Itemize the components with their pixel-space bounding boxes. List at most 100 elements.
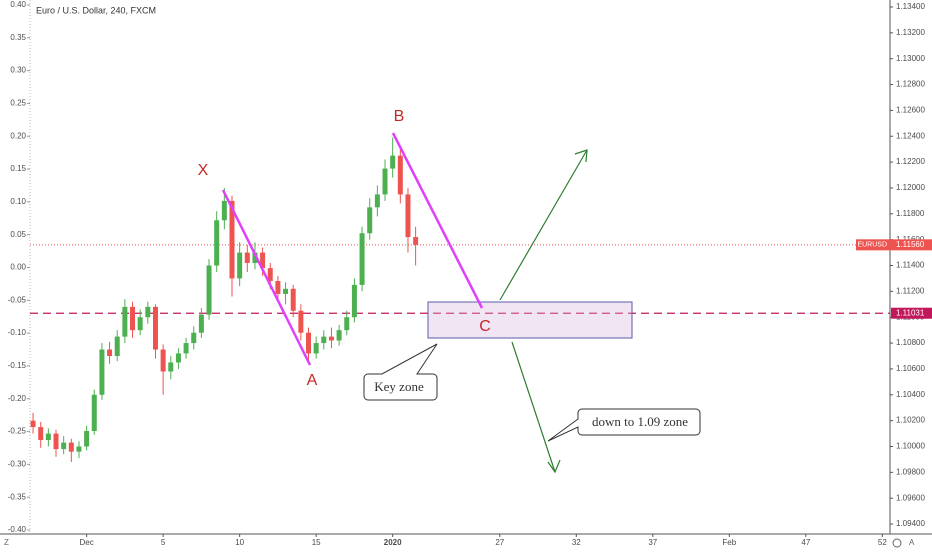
y-tick-label: 0.10 [10,197,26,206]
candle-body [183,343,189,354]
candle-body [152,306,158,350]
y-tick-label: -0.30 [8,459,27,468]
candle-body [344,317,350,331]
candle-body [53,433,59,450]
y-tick-label: -0.20 [8,394,27,403]
up-arrow-head [574,149,588,163]
candle-body [221,200,227,221]
x-tick-label: 27 [495,538,504,547]
x-tick-label: 5 [161,538,166,547]
y2-tick-label: 1.13400 [896,2,925,11]
candle-body [45,433,51,441]
y-tick-label: 0.20 [10,131,26,140]
x-tick-label: 47 [801,538,810,547]
y2-tick-label: 1.13200 [896,28,925,37]
y2-tick-label: 1.11400 [896,261,925,270]
candle-body [99,349,105,395]
candle-body [137,317,143,331]
y-tick-label: 0.05 [10,230,26,239]
key-zone-box [427,301,633,339]
candle-body [198,314,204,333]
x-tick-label: 37 [648,538,657,547]
price-tag [856,239,932,251]
y2-tick-label: 1.09400 [896,519,925,528]
x-tick-label: 10 [235,538,244,547]
candle-body [298,310,304,333]
up-arrow [499,149,588,301]
chart-title: Euro / U.S. Dollar, 240, FXCM [36,5,156,15]
candle-body [229,200,235,279]
candle-body [367,207,373,234]
y-tick-label: -0.40 [8,525,27,534]
corner-right[interactable]: A [909,538,915,547]
y2-tick-label: 1.13000 [896,54,925,63]
candle-body [374,194,380,208]
y2-tick-label: 1.09600 [896,493,925,502]
candle-body [91,394,97,431]
candle-body [38,427,44,441]
y2-tick-label: 1.10800 [896,338,925,347]
corner-left[interactable]: Z [4,538,9,547]
clock-icon[interactable] [892,538,902,548]
candle-body [351,284,357,318]
y2-tick-label: 1.12400 [896,131,925,140]
label-c: C [479,318,491,335]
candle-body [290,288,296,311]
y-tick-label: -0.15 [8,361,27,370]
candle-body [283,288,289,294]
y2-tick-label: 1.10600 [896,364,925,373]
down-arrow [511,341,556,473]
level-tag [891,307,932,319]
y2-tick-label: 1.10200 [896,416,925,425]
x-tick-label: Dec [80,538,94,547]
y2-tick-label: 1.10400 [896,390,925,399]
y-tick-label: 0.15 [10,164,26,173]
y-tick-label: -0.35 [8,492,27,501]
y-tick-label: -0.05 [8,295,27,304]
candle-body [206,265,212,315]
candle-body [244,252,250,263]
bc-leg [391,132,484,309]
candle-body [68,442,74,452]
candle-body [328,336,334,341]
y-tick-label: 0.40 [10,0,26,9]
y2-tick-label: 1.12800 [896,80,925,89]
candle-body [160,349,166,372]
x-tick-label: 52 [878,538,887,547]
y-tick-label: 0.35 [10,33,26,42]
down-arrow-head [547,459,561,474]
y-tick-label: 0.00 [10,263,26,272]
candle-body [107,349,113,356]
candle-body [122,306,128,337]
candle-body [191,332,197,344]
candle-body [260,252,266,269]
candle-body [397,155,403,195]
candle-body [214,220,220,266]
x-tick-label: 15 [312,538,321,547]
key-zone-callout [363,343,438,401]
arrows [499,149,588,474]
xa-leg [221,189,312,366]
candle-body [275,281,281,294]
candle-body [405,194,411,238]
target-text: down to 1.09 zone [592,414,688,429]
key-zone-text: Key zone [374,379,424,394]
candle-body [359,233,365,285]
label-a: A [307,372,318,389]
candle-body [252,252,258,263]
y-tick-label: -0.25 [8,427,27,436]
candle-body [175,353,181,363]
price-tag-name: EURUSD [857,242,887,249]
level-tag-value: 1.11031 [896,308,925,317]
label-b: B [394,108,405,125]
candle-body [306,332,312,354]
candle-body [84,430,90,447]
y2-tick-label: 1.11200 [896,286,925,295]
candle-body [114,336,120,356]
price-tag-value: 1.11560 [896,240,925,249]
candle-body [130,306,136,331]
y2-tick-label: 1.11600 [896,235,925,244]
candle-body [382,168,388,195]
y2-tick-label: 1.12000 [896,183,925,192]
